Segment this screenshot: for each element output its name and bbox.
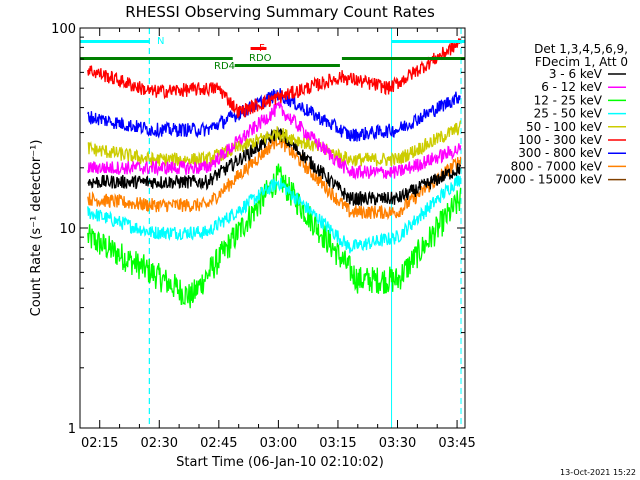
x-tick-label: 03:15 xyxy=(319,436,356,451)
footer-date: 13-Oct-2021 15:22 xyxy=(560,468,636,477)
series-line xyxy=(87,120,462,167)
x-tick-label: 02:45 xyxy=(200,436,237,451)
series-line xyxy=(87,127,462,207)
legend-label: 6 - 12 keV xyxy=(541,80,603,94)
chart-title: RHESSI Observing Summary Count Rates xyxy=(125,3,435,21)
legend-header-1: Det 1,3,4,5,6,9, xyxy=(534,42,628,56)
x-tick-label: 03:45 xyxy=(438,436,475,451)
flag-bars: N F RD4 RDO xyxy=(80,36,465,72)
rd4-flag-label: RD4 xyxy=(214,61,235,72)
rd4-flag-bar xyxy=(341,57,465,60)
series-line xyxy=(87,101,462,181)
legend-header-2: FDecim 1, Att 0 xyxy=(535,55,628,69)
y-axis-label: Count Rate (s⁻¹ detector⁻¹) xyxy=(29,140,44,317)
rd4-flag-bar xyxy=(80,57,233,60)
x-axis-label: Start Time (06-Jan-10 02:10:02) xyxy=(176,455,384,470)
legend-label: 50 - 100 keV xyxy=(526,120,603,134)
series-line xyxy=(87,173,462,254)
fast-rate-flag-bar xyxy=(250,47,267,50)
legend-label: 25 - 50 keV xyxy=(534,107,603,121)
x-tick-label: 03:30 xyxy=(379,436,416,451)
legend-label: 12 - 25 keV xyxy=(534,93,603,107)
series-layer xyxy=(87,38,462,309)
x-tick-label: 02:30 xyxy=(141,436,178,451)
legend: Det 1,3,4,5,6,9, FDecim 1, Att 0 3 - 6 k… xyxy=(495,42,628,187)
night-flag-bar xyxy=(391,40,465,43)
night-flag-bar xyxy=(80,40,150,43)
x-axis: 02:15 02:30 02:45 03:00 03:15 03:30 03:45 xyxy=(81,28,476,451)
night-flag-label: N xyxy=(157,36,164,47)
y-tick-label: 1 xyxy=(68,422,76,437)
x-tick-label: 02:15 xyxy=(81,436,118,451)
legend-label: 3 - 6 keV xyxy=(549,67,603,81)
series-line xyxy=(87,38,462,119)
y-axis: 1 10 100 xyxy=(51,22,465,437)
series-line xyxy=(87,133,462,221)
legend-label: 7000 - 15000 keV xyxy=(495,173,602,187)
x-tick-label: 03:00 xyxy=(260,436,297,451)
y-tick-label: 100 xyxy=(51,22,76,37)
legend-label: 100 - 300 keV xyxy=(518,133,602,147)
y-tick-label: 10 xyxy=(59,222,76,237)
rdo-flag-label: RDO xyxy=(249,53,272,64)
legend-label: 800 - 7000 keV xyxy=(511,159,603,173)
fast-rate-flag-label: F xyxy=(259,43,265,54)
legend-label: 300 - 800 keV xyxy=(518,146,602,160)
rdo-flag-bar xyxy=(234,64,340,67)
